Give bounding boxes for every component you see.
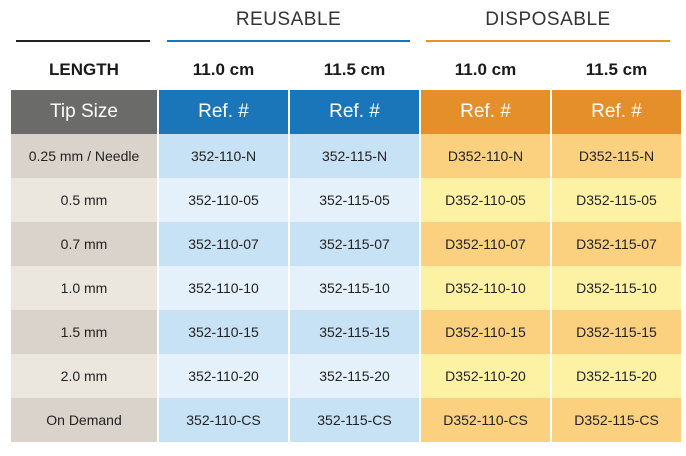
- length-divider: [16, 40, 150, 42]
- disposable-ref-cell: D352-115-10: [552, 266, 681, 310]
- reusable-ref-cell: 352-115-10: [290, 266, 419, 310]
- tip-size-cell: On Demand: [11, 398, 157, 442]
- reusable-divider: [167, 40, 410, 42]
- disposable-ref-cell: D352-110-05: [421, 178, 550, 222]
- ref-header: Ref. #: [552, 90, 681, 134]
- ref-header: Ref. #: [421, 90, 550, 134]
- length-value: 11.5 cm: [585, 60, 648, 79]
- length-label: LENGTH: [49, 60, 119, 79]
- ref-header: Ref. #: [290, 90, 419, 134]
- disposable-ref-cell: D352-115-CS: [552, 398, 681, 442]
- length-row: LENGTH 11.0 cm 11.5 cm 11.0 cm 11.5 cm: [0, 52, 686, 88]
- disposable-ref-cell: D352-110-15: [421, 310, 550, 354]
- reusable-ref-cell: 352-115-05: [290, 178, 419, 222]
- disposable-ref-cell: D352-115-20: [552, 354, 681, 398]
- disposable-ref-cell: D352-115-15: [552, 310, 681, 354]
- table-row: 1.5 mm 352-110-15 352-115-15 D352-110-15 D35…: [11, 310, 681, 354]
- reusable-ref-cell: 352-110-05: [159, 178, 288, 222]
- tip-size-cell: 0.5 mm: [11, 178, 157, 222]
- reusable-ref-cell: 352-110-N: [159, 134, 288, 178]
- tip-size-cell: 2.0 mm: [11, 354, 157, 398]
- disposable-ref-cell: D352-115-N: [552, 134, 681, 178]
- length-value: 11.0 cm: [454, 60, 517, 79]
- tip-size-cell: 0.7 mm: [11, 222, 157, 266]
- disposable-ref-cell: D352-110-CS: [421, 398, 550, 442]
- reusable-ref-cell: 352-110-CS: [159, 398, 288, 442]
- tip-size-cell: 1.0 mm: [11, 266, 157, 310]
- table-row: 1.0 mm 352-110-10 352-115-10 D352-110-10 D35…: [11, 266, 681, 310]
- reusable-ref-cell: 352-115-20: [290, 354, 419, 398]
- disposable-ref-cell: D352-115-07: [552, 222, 681, 266]
- disposable-ref-cell: D352-110-N: [421, 134, 550, 178]
- disposable-ref-cell: D352-110-20: [421, 354, 550, 398]
- reference-table: Tip Size Ref. # Ref. # Ref. # Ref. # 0.2…: [9, 90, 683, 442]
- table-row: 0.25 mm / Needle 352-110-N 352-115-N D352-1…: [11, 134, 681, 178]
- ref-header: Ref. #: [159, 90, 288, 134]
- tip-size-header: Tip Size: [11, 90, 157, 134]
- disposable-divider: [426, 40, 670, 42]
- reusable-ref-cell: 352-110-20: [159, 354, 288, 398]
- table-header-row: Tip Size Ref. # Ref. # Ref. # Ref. #: [11, 90, 681, 134]
- reusable-ref-cell: 352-115-07: [290, 222, 419, 266]
- reusable-ref-cell: 352-115-15: [290, 310, 419, 354]
- reusable-ref-cell: 352-110-07: [159, 222, 288, 266]
- table-row: 2.0 mm 352-110-20 352-115-20 D352-110-20 D35…: [11, 354, 681, 398]
- length-value: 11.0 cm: [192, 60, 255, 79]
- reusable-ref-cell: 352-110-10: [159, 266, 288, 310]
- disposable-ref-cell: D352-110-07: [421, 222, 550, 266]
- tip-size-cell: 0.25 mm / Needle: [11, 134, 157, 178]
- disposable-group-title: DISPOSABLE: [485, 9, 611, 30]
- tip-size-cell: 1.5 mm: [11, 310, 157, 354]
- reusable-group-title: REUSABLE: [235, 9, 342, 30]
- length-value: 11.5 cm: [323, 60, 386, 79]
- reusable-ref-cell: 352-115-CS: [290, 398, 419, 442]
- disposable-ref-cell: D352-115-05: [552, 178, 681, 222]
- disposable-ref-cell: D352-110-10: [421, 266, 550, 310]
- table-row: On Demand 352-110-CS 352-115-CS D352-110-CS…: [11, 398, 681, 442]
- reusable-ref-cell: 352-115-N: [290, 134, 419, 178]
- reusable-ref-cell: 352-110-15: [159, 310, 288, 354]
- table-row: 0.5 mm 352-110-05 352-115-05 D352-110-05 D35…: [11, 178, 681, 222]
- table-row: 0.7 mm 352-110-07 352-115-07 D352-110-07 D35…: [11, 222, 681, 266]
